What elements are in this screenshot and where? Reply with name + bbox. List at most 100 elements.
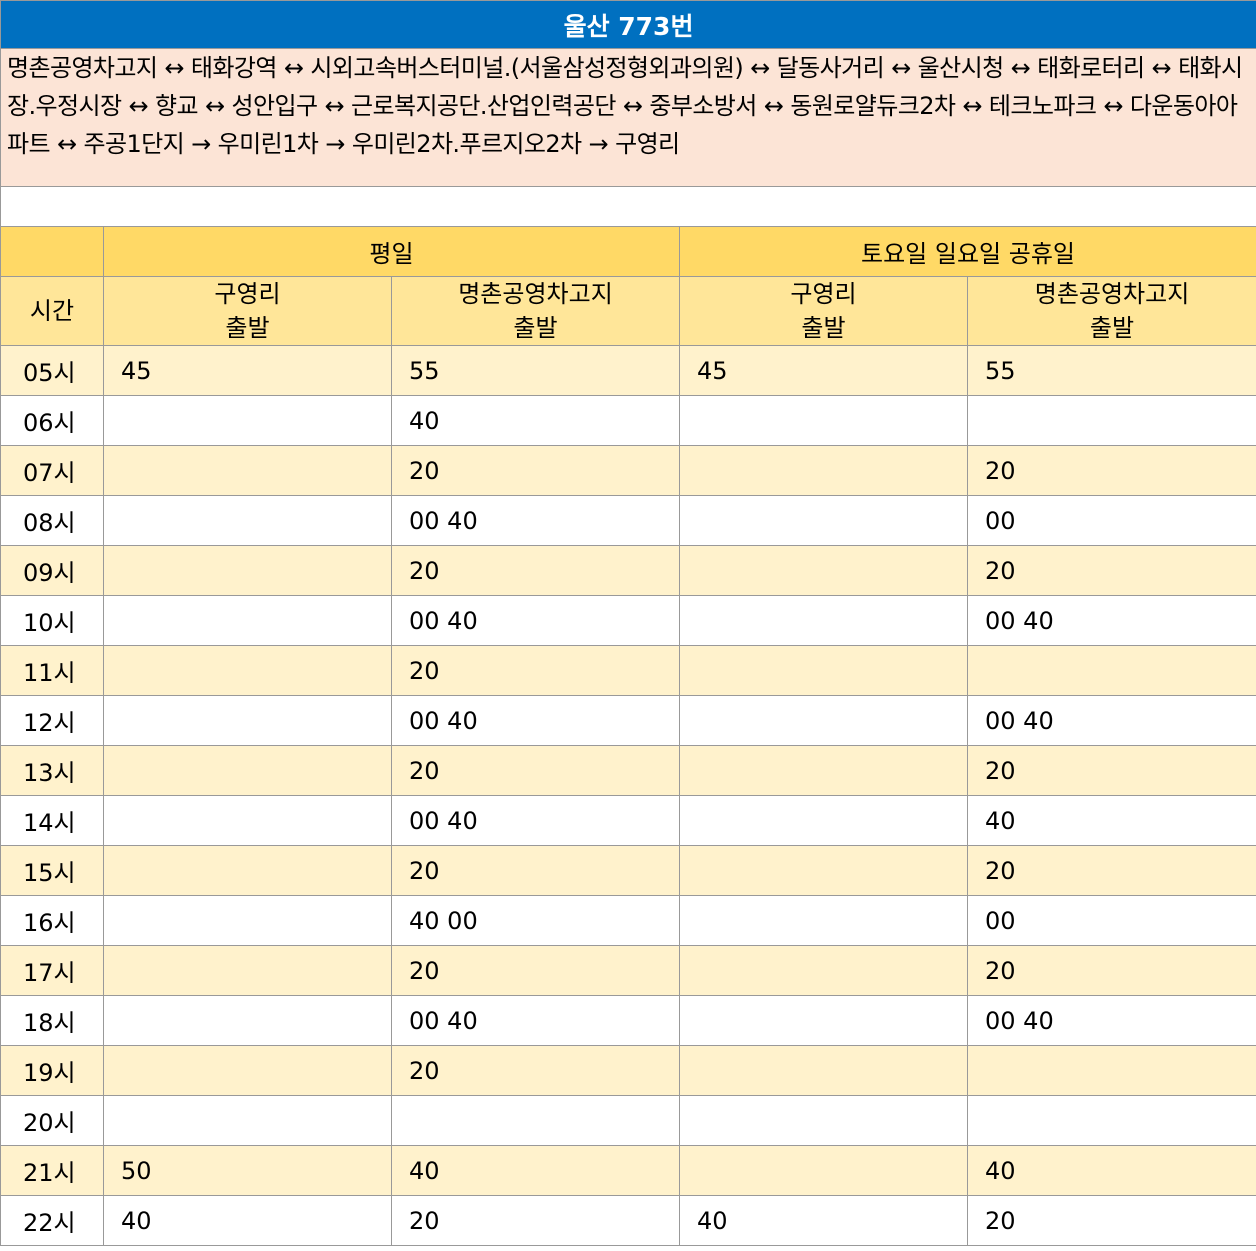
table-row: 19시 20 [0,1045,1256,1096]
header-line: 명촌공영차고지 [1034,280,1190,308]
table-row: 22시 40 20 40 20 [0,1195,1256,1246]
hour-cell: 08시 [0,495,104,546]
weekday-guyeongri-cell [103,395,392,446]
weekend-myeongchon-cell: 40 [966,795,1256,846]
weekend-guyeongri-cell [679,395,968,446]
hour-column-header: 시간 [0,276,104,346]
weekend-myeongchon-cell: 40 [966,1145,1256,1196]
weekend-myeongchon-cell: 20 [966,545,1256,596]
table-row: 20시 [0,1095,1256,1146]
weekend-guyeongri-cell: 40 [679,1195,968,1246]
weekday-guyeongri-cell [103,545,392,596]
weekday-myeongchon-cell: 00 40 [391,695,680,746]
weekend-guyeongri-cell [679,1145,968,1196]
weekday-myeongchon-cell: 00 40 [391,595,680,646]
weekend-myeongchon-cell: 00 [966,895,1256,946]
table-row: 11시 20 [0,645,1256,696]
table-row: 21시 50 40 40 [0,1145,1256,1196]
weekday-guyeongri-cell [103,1095,392,1146]
weekday-myeongchon-cell: 20 [391,645,680,696]
weekday-guyeongri-cell: 45 [103,345,392,396]
weekend-guyeongri-cell [679,995,968,1046]
weekend-guyeongri-cell [679,795,968,846]
hour-cell: 10시 [0,595,104,646]
table-row: 13시 20 20 [0,745,1256,796]
table-row: 18시 00 40 00 40 [0,995,1256,1046]
hour-cell: 12시 [0,695,104,746]
header-line: 출발 [513,314,558,342]
weekend-guyeongri-departure-header: 구영리 출발 [679,276,968,346]
hour-cell: 21시 [0,1145,104,1196]
weekday-guyeongri-cell [103,445,392,496]
weekend-myeongchon-cell [966,395,1256,446]
weekday-guyeongri-cell [103,845,392,896]
weekend-header: 토요일 일요일 공휴일 [678,226,1256,277]
weekday-guyeongri-cell [103,995,392,1046]
weekend-guyeongri-cell [679,745,968,796]
hour-cell: 13시 [0,745,104,796]
weekday-guyeongri-cell [103,895,392,946]
weekday-guyeongri-cell [103,695,392,746]
hour-cell: 14시 [0,795,104,846]
weekend-myeongchon-cell [966,645,1256,696]
weekend-guyeongri-cell [679,495,968,546]
weekend-guyeongri-cell [679,1045,968,1096]
weekend-guyeongri-cell [679,545,968,596]
hour-cell: 15시 [0,845,104,896]
weekday-header: 평일 [103,226,680,277]
weekend-guyeongri-cell [679,595,968,646]
page-title: 울산 773번 [0,0,1256,49]
weekend-myeongchon-cell: 20 [966,1195,1256,1246]
weekend-myeongchon-departure-header: 명촌공영차고지 출발 [966,276,1256,346]
weekend-myeongchon-cell: 55 [966,345,1256,396]
weekday-myeongchon-cell [391,1095,680,1146]
table-row: 07시 20 20 [0,445,1256,496]
weekday-guyeongri-cell: 40 [103,1195,392,1246]
weekday-myeongchon-cell: 20 [391,745,680,796]
weekend-myeongchon-cell: 20 [966,445,1256,496]
weekend-guyeongri-cell [679,845,968,896]
hour-cell: 22시 [0,1195,104,1246]
weekday-myeongchon-cell: 00 40 [391,795,680,846]
hour-cell: 17시 [0,945,104,996]
table-row: 14시 00 40 40 [0,795,1256,846]
spacer-row [0,186,1256,227]
weekday-guyeongri-cell [103,495,392,546]
table-row: 06시 40 [0,395,1256,446]
weekend-guyeongri-cell [679,695,968,746]
hour-cell: 07시 [0,445,104,496]
header-line: 출발 [801,314,846,342]
hour-cell: 19시 [0,1045,104,1096]
weekday-myeongchon-cell: 20 [391,945,680,996]
table-row: 16시 40 00 00 [0,895,1256,946]
weekend-guyeongri-cell [679,895,968,946]
header-line: 구영리 [214,280,281,308]
table-row: 15시 20 20 [0,845,1256,896]
weekend-myeongchon-cell [966,1045,1256,1096]
weekend-myeongchon-cell [966,1095,1256,1146]
weekday-guyeongri-cell: 50 [103,1145,392,1196]
weekday-myeongchon-cell: 20 [391,445,680,496]
weekend-myeongchon-cell: 20 [966,945,1256,996]
hour-cell: 09시 [0,545,104,596]
weekday-guyeongri-cell [103,745,392,796]
hour-cell: 20시 [0,1095,104,1146]
weekday-myeongchon-cell: 20 [391,845,680,896]
table-row: 10시 00 40 00 40 [0,595,1256,646]
weekday-myeongchon-cell: 20 [391,1195,680,1246]
weekend-guyeongri-cell [679,1095,968,1146]
weekday-myeongchon-cell: 40 [391,395,680,446]
header-line: 구영리 [790,280,857,308]
weekend-myeongchon-cell: 00 40 [966,595,1256,646]
header-line: 명촌공영차고지 [458,280,613,308]
table-row: 09시 20 20 [0,545,1256,596]
weekday-myeongchon-departure-header: 명촌공영차고지 출발 [391,276,680,346]
hour-cell: 16시 [0,895,104,946]
hour-cell: 18시 [0,995,104,1046]
weekday-guyeongri-cell [103,1045,392,1096]
weekend-myeongchon-cell: 20 [966,745,1256,796]
weekday-guyeongri-cell [103,595,392,646]
table-row: 05시 45 55 45 55 [0,345,1256,396]
weekend-myeongchon-cell: 00 [966,495,1256,546]
